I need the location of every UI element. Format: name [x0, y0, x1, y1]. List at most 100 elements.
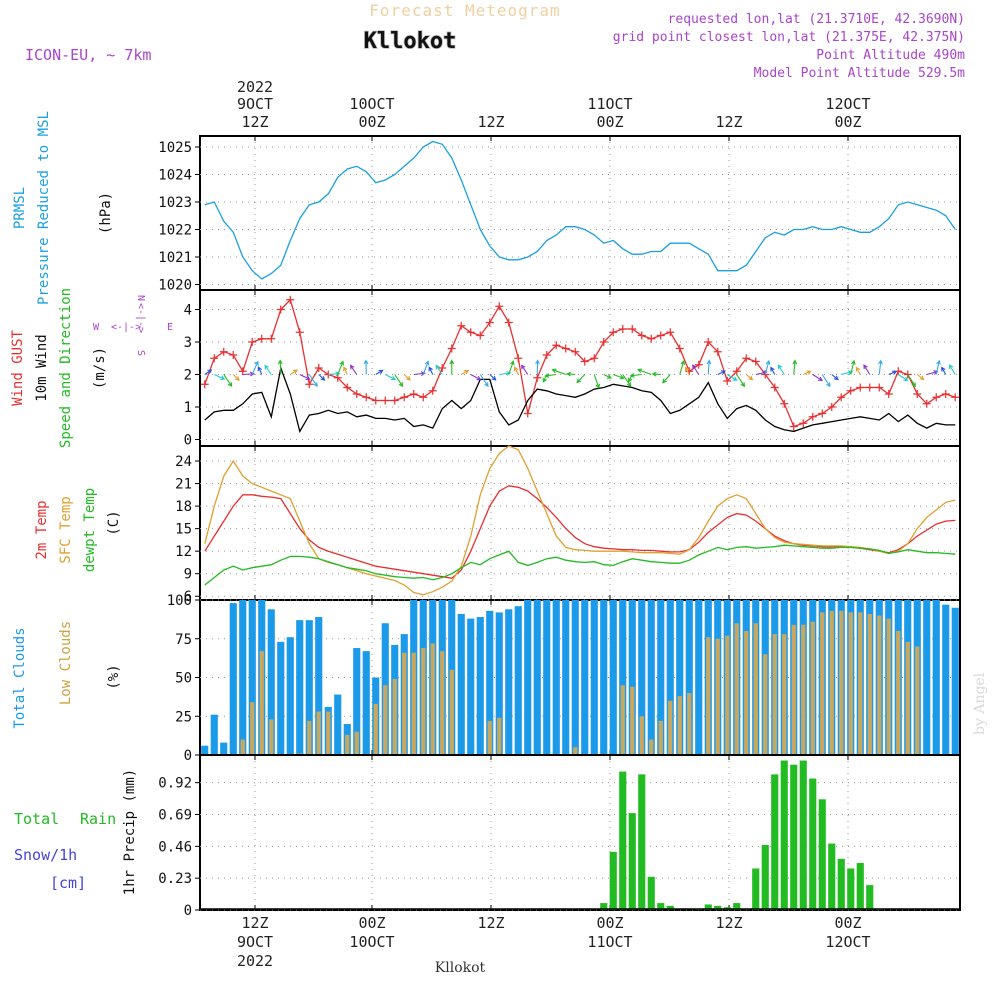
gust-marker [457, 321, 466, 330]
low-cloud-bar [620, 685, 625, 755]
bottom-label-date: 12OCT [825, 933, 870, 951]
wind-direction-arrow [593, 374, 601, 389]
wind-direction-arrow [941, 366, 947, 375]
chart-title: Forecast Meteogram [369, 1, 560, 20]
wind-direction-arrow [622, 374, 632, 388]
wind-direction-arrow [803, 370, 812, 376]
pressure-unit: (hPa) [98, 192, 114, 234]
bottom-label-hour: 12Z [715, 914, 742, 932]
compass-north: N [135, 295, 146, 301]
rain-bar [847, 868, 855, 910]
gust-marker [941, 390, 950, 398]
series-line-prmsl [204, 140, 956, 280]
panel-wind: 0 1 2 3 4 [184, 289, 961, 449]
low-cloud-bar [915, 646, 920, 755]
gust-marker [476, 331, 485, 340]
wind-direction-arrow [422, 360, 430, 375]
low-cloud-bar [905, 641, 910, 755]
wind-direction-arrow [328, 371, 341, 377]
rain-bar [666, 905, 674, 910]
precip-panel-labels: Total Rain Snow/1h [cm] 1hr Precip (mm) [14, 769, 138, 895]
wind-direction-arrow [349, 364, 358, 375]
low-cloud-bar [725, 635, 730, 755]
clouds-unit: (%) [106, 664, 122, 689]
low-cloud-bar [487, 720, 492, 755]
total-cloud-bar [514, 606, 522, 755]
precip-unit: 1hr Precip (mm) [122, 769, 138, 895]
gust-marker [865, 383, 874, 392]
gust-marker [352, 390, 361, 398]
top-time-axis: 2022 9OCT 12Z 10OCT 00Z 12Z 11OCT 00Z 12… [237, 78, 871, 131]
gust-marker [542, 351, 551, 359]
low-cloud-bar [430, 643, 435, 755]
wind-direction-arrow [251, 360, 259, 375]
gust-marker [609, 328, 618, 337]
gust-marker [314, 364, 323, 372]
wind-direction-arrow [755, 370, 768, 376]
y-tick-label: 1021 [158, 250, 192, 266]
total-cloud-bar [524, 600, 532, 755]
gust-marker [751, 357, 760, 366]
gust-marker [229, 351, 238, 359]
wind-direction-arrow [513, 366, 519, 375]
gust-marker [704, 338, 713, 346]
top-label-year: 2022 [237, 78, 273, 96]
rain-bar [647, 876, 655, 910]
total-cloud-bar [923, 600, 931, 755]
wind-direction-arrow [242, 371, 255, 377]
low-cloud-bar [421, 648, 426, 755]
gust-marker [656, 331, 665, 340]
low-cloud-bar [839, 610, 844, 755]
top-label-hour: 00Z [834, 113, 861, 131]
gust-marker [210, 354, 219, 363]
gust-marker [628, 325, 637, 333]
wind-direction-arrow [223, 374, 233, 388]
y-tick-label: 18 [175, 499, 192, 515]
top-label-date: 9OCT [237, 95, 273, 113]
gust-marker [257, 334, 266, 343]
rain-bar [856, 862, 864, 910]
gust-marker [780, 399, 789, 408]
temp-panel-labels: 2m Temp SFC Temp dewpt Temp (C) [34, 488, 122, 572]
bottom-label-hour: 00Z [834, 914, 861, 932]
total-cloud-bar [220, 742, 228, 755]
panel-frame [199, 135, 961, 291]
wind-direction-arrow [651, 371, 661, 377]
y-tick-label: 0 [184, 433, 192, 449]
wind-direction-arrow [299, 374, 311, 381]
gust-marker [390, 396, 399, 405]
rain-bar [866, 885, 874, 910]
gust-marker [846, 386, 855, 395]
low-cloud-bar [630, 686, 635, 755]
wind-direction-arrow [812, 374, 823, 382]
gust-marker [561, 344, 570, 353]
gust-marker [286, 295, 295, 304]
total-cloud-bar [590, 600, 598, 755]
wind-direction-arrow [821, 374, 831, 388]
gust-marker [837, 393, 846, 402]
y-tick-label: 1020 [158, 278, 192, 294]
bottom-label-year: 2022 [237, 952, 273, 970]
wind-direction-arrow [535, 359, 540, 375]
y-tick-label: 9 [184, 567, 192, 583]
low-cloud-bar [886, 618, 891, 755]
y-tick-label: 21 [175, 477, 192, 493]
pressure-panel-labels: PRMSL Pressure Reduced to MSL (hPa) [12, 111, 114, 305]
location-title: Kllokot [364, 29, 457, 54]
wind-direction-arrow [413, 371, 426, 376]
pressure-label-prmsl: PRMSL [12, 187, 28, 229]
gust-marker [827, 403, 836, 411]
gust-marker [523, 409, 532, 418]
wind-direction-arrow [308, 374, 318, 388]
y-tick-label: 1025 [158, 140, 192, 156]
series-line-sfc-temp [204, 445, 956, 596]
total-cloud-bar [362, 651, 370, 755]
total-cloud-bar [666, 600, 674, 755]
gust-marker [742, 354, 751, 363]
wind-direction-arrow [863, 364, 871, 375]
wind-direction-arrow [764, 359, 771, 375]
y-tick-label: 50 [175, 671, 192, 687]
total-cloud-bar [647, 600, 655, 755]
gust-marker [932, 393, 941, 402]
y-tick-label: 2 [184, 368, 192, 384]
